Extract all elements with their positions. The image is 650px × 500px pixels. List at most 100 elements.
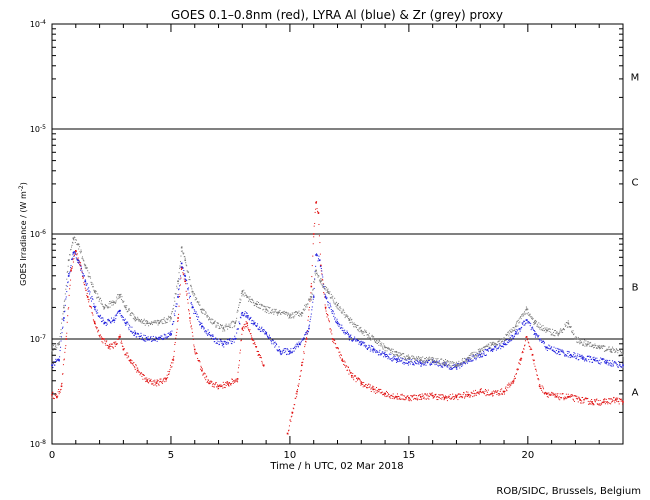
data-dot: [369, 337, 371, 339]
data-dot: [605, 401, 607, 403]
data-dot: [337, 308, 339, 310]
data-dot: [616, 364, 618, 366]
data-dot: [101, 337, 103, 339]
data-dot: [245, 321, 247, 323]
data-dot: [332, 295, 334, 297]
data-dot: [546, 346, 548, 348]
data-dot: [596, 346, 598, 348]
series-3: [51, 236, 624, 368]
data-dot: [124, 354, 126, 356]
data-dot: [245, 326, 247, 328]
data-dot: [238, 328, 240, 330]
data-dot: [598, 403, 600, 405]
data-dot: [86, 283, 88, 285]
data-dot: [428, 356, 430, 358]
data-dot: [217, 322, 219, 324]
data-dot: [243, 289, 245, 291]
data-dot: [619, 364, 621, 366]
data-dot: [574, 395, 576, 397]
data-dot: [423, 361, 425, 363]
data-dot: [131, 360, 133, 362]
data-dot: [356, 327, 358, 329]
data-dot: [620, 366, 622, 368]
data-point: [431, 361, 434, 363]
data-dot: [314, 270, 316, 272]
data-dot: [120, 314, 122, 316]
data-dot: [345, 332, 347, 334]
data-dot: [484, 354, 486, 356]
data-dot: [174, 344, 176, 346]
data-dot: [233, 326, 235, 328]
data-dot: [480, 355, 482, 357]
data-dot: [306, 306, 308, 308]
data-dot: [172, 308, 174, 310]
data-dot: [359, 380, 361, 382]
data-dot: [236, 311, 238, 313]
data-dot: [572, 398, 574, 400]
data-dot: [187, 302, 189, 304]
data-dot: [239, 352, 241, 354]
data-dot: [197, 357, 199, 359]
data-dot: [522, 313, 524, 315]
data-dot: [228, 382, 230, 384]
data-dot: [292, 316, 294, 318]
data-dot: [378, 344, 380, 346]
data-dot: [554, 351, 556, 353]
data-dot: [318, 275, 320, 277]
data-dot: [262, 364, 264, 366]
data-dot: [193, 346, 195, 348]
data-dot: [384, 395, 386, 397]
data-dot: [366, 386, 368, 388]
data-dot: [494, 347, 496, 349]
data-dot: [140, 335, 142, 337]
data-dot: [502, 342, 504, 344]
data-dot: [547, 396, 549, 398]
data-dot: [451, 397, 453, 399]
data-dot: [259, 328, 261, 330]
data-dot: [301, 315, 303, 317]
data-dot: [262, 329, 264, 331]
data-dot: [68, 259, 70, 261]
data-dot: [580, 355, 582, 357]
data-dot: [326, 298, 328, 300]
data-dot: [349, 370, 351, 372]
data-point: [58, 359, 60, 361]
data-dot: [557, 393, 559, 395]
data-dot: [194, 299, 196, 301]
data-dot: [94, 290, 96, 292]
data-dot: [178, 313, 180, 315]
data-dot: [551, 394, 553, 396]
data-dot: [559, 331, 561, 333]
data-dot: [87, 270, 89, 272]
data-dot: [397, 357, 399, 359]
data-dot: [212, 334, 214, 336]
data-dot: [335, 321, 337, 323]
data-dot: [324, 296, 326, 298]
data-dot: [305, 332, 307, 334]
data-point: [396, 359, 398, 361]
data-dot: [341, 329, 343, 331]
data-dot: [321, 279, 323, 281]
data-dot: [275, 308, 277, 310]
data-dot: [298, 315, 300, 317]
data-dot: [533, 321, 535, 323]
data-dot: [308, 324, 310, 326]
data-dot: [215, 326, 217, 328]
data-dot: [384, 349, 386, 351]
data-dot: [388, 394, 390, 396]
data-dot: [557, 348, 559, 350]
data-dot: [134, 316, 136, 318]
data-dot: [92, 314, 94, 316]
data-dot: [341, 312, 343, 314]
data-dot: [489, 346, 491, 348]
data-dot: [58, 341, 60, 343]
data-point: [70, 269, 72, 272]
data-dot: [425, 398, 427, 400]
data-dot: [517, 332, 519, 334]
data-dot: [383, 392, 385, 394]
data-dot: [144, 324, 146, 326]
data-dot: [455, 397, 457, 399]
data-dot: [368, 332, 370, 334]
data-dot: [249, 329, 251, 331]
data-dot: [325, 308, 327, 310]
